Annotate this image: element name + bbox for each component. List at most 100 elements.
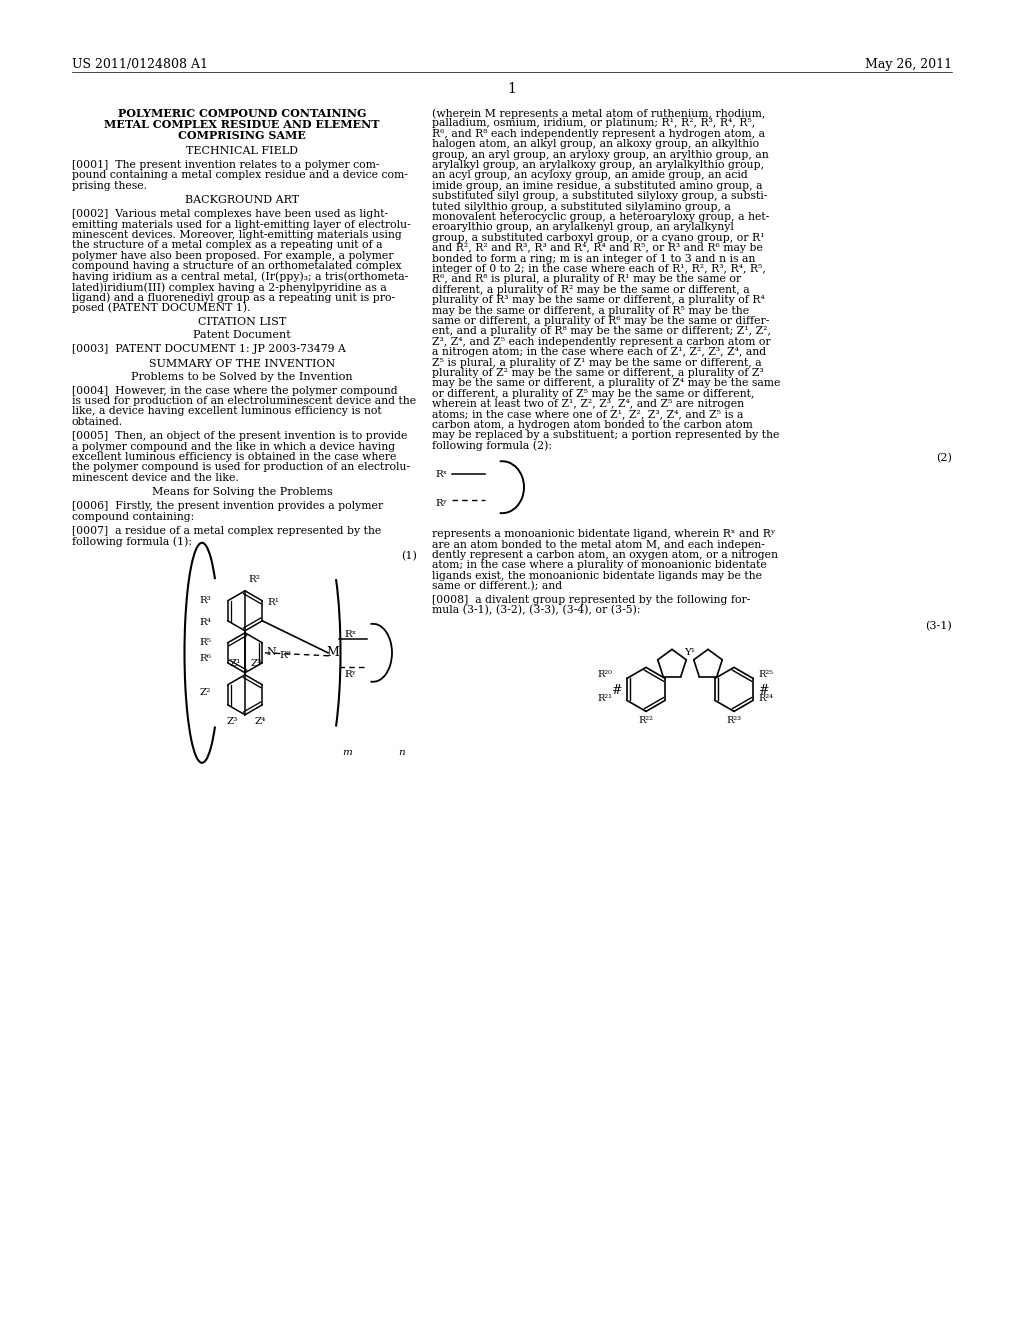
Text: palladium, osmium, iridium, or platinum; R¹, R², R³, R⁴, R⁵,: palladium, osmium, iridium, or platinum;… [432, 119, 756, 128]
Text: R³: R³ [200, 595, 211, 605]
Text: BACKGROUND ART: BACKGROUND ART [185, 195, 299, 205]
Text: the polymer compound is used for production of an electrolu-: the polymer compound is used for product… [72, 462, 411, 473]
Text: (2): (2) [936, 453, 952, 463]
Text: and R², R² and R³, R³ and R⁴, R⁴ and R⁵, or R³ and R⁶ may be: and R², R² and R³, R³ and R⁴, R⁴ and R⁵,… [432, 243, 763, 253]
Text: is used for production of an electroluminescent device and the: is used for production of an electrolumi… [72, 396, 416, 407]
Text: Z³: Z³ [227, 717, 239, 726]
Text: may be replaced by a substituent; a portion represented by the: may be replaced by a substituent; a port… [432, 430, 779, 441]
Text: R⁶, and R⁸ is plural, a plurality of R¹ may be the same or: R⁶, and R⁸ is plural, a plurality of R¹ … [432, 275, 741, 284]
Text: lated)iridium(III) complex having a 2-phenylpyridine as a: lated)iridium(III) complex having a 2-ph… [72, 282, 387, 293]
Text: m: m [342, 748, 352, 756]
Text: M: M [327, 647, 339, 659]
Text: monovalent heterocyclic group, a heteroaryloxy group, a het-: monovalent heterocyclic group, a heteroa… [432, 213, 769, 222]
Text: pound containing a metal complex residue and a device com-: pound containing a metal complex residue… [72, 170, 408, 181]
Text: [0003]  PATENT DOCUMENT 1: JP 2003-73479 A: [0003] PATENT DOCUMENT 1: JP 2003-73479 … [72, 345, 346, 354]
Text: like, a device having excellent luminous efficiency is not: like, a device having excellent luminous… [72, 407, 382, 416]
Text: May 26, 2011: May 26, 2011 [865, 58, 952, 71]
Text: [0005]  Then, an object of the present invention is to provide: [0005] Then, an object of the present in… [72, 432, 408, 441]
Text: imide group, an imine residue, a substituted amino group, a: imide group, an imine residue, a substit… [432, 181, 763, 191]
Text: R²: R² [248, 574, 260, 583]
Text: Z⁵: Z⁵ [251, 659, 262, 668]
Text: Rˣ: Rˣ [345, 630, 357, 639]
Text: [0008]  a divalent group represented by the following for-: [0008] a divalent group represented by t… [432, 594, 751, 605]
Text: R²³: R²³ [726, 717, 741, 726]
Text: compound having a structure of an orthometalated complex: compound having a structure of an orthom… [72, 261, 401, 271]
Text: are an atom bonded to the metal atom M, and each indepen-: are an atom bonded to the metal atom M, … [432, 540, 765, 549]
Text: a polymer compound and the like in which a device having: a polymer compound and the like in which… [72, 442, 395, 451]
Text: R²²: R²² [639, 717, 653, 726]
Text: carbon atom, a hydrogen atom bonded to the carbon atom: carbon atom, a hydrogen atom bonded to t… [432, 420, 753, 430]
Text: tuted silylthio group, a substituted silylamino group, a: tuted silylthio group, a substituted sil… [432, 202, 731, 211]
Text: minescent devices. Moreover, light-emitting materials using: minescent devices. Moreover, light-emitt… [72, 230, 401, 240]
Text: Z²: Z² [200, 688, 211, 697]
Text: minescent device and the like.: minescent device and the like. [72, 473, 239, 483]
Text: having iridium as a central metal, (Ir(ppy)₃; a tris(orthometa-: having iridium as a central metal, (Ir(p… [72, 272, 409, 282]
Text: R²⁴: R²⁴ [758, 694, 773, 704]
Text: Z⁵ is plural, a plurality of Z¹ may be the same or different, a: Z⁵ is plural, a plurality of Z¹ may be t… [432, 358, 762, 367]
Text: Z³, Z⁴, and Z⁵ each independently represent a carbon atom or: Z³, Z⁴, and Z⁵ each independently repres… [432, 337, 771, 347]
Text: #: # [758, 684, 768, 697]
Text: Patent Document: Patent Document [194, 330, 291, 341]
Text: polymer have also been proposed. For example, a polymer: polymer have also been proposed. For exa… [72, 251, 393, 261]
Text: [0004]  However, in the case where the polymer compound: [0004] However, in the case where the po… [72, 385, 397, 396]
Text: may be the same or different, a plurality of Z⁴ may be the same: may be the same or different, a pluralit… [432, 379, 780, 388]
Text: emitting materials used for a light-emitting layer of electrolu-: emitting materials used for a light-emit… [72, 219, 411, 230]
Text: prising these.: prising these. [72, 181, 147, 191]
Text: represents a monoanionic bidentate ligand, wherein Rˣ and Rʸ: represents a monoanionic bidentate ligan… [432, 529, 775, 539]
Text: #: # [611, 684, 622, 697]
Text: a nitrogen atom; in the case where each of Z¹, Z², Z³, Z⁴, and: a nitrogen atom; in the case where each … [432, 347, 766, 358]
Text: dently represent a carbon atom, an oxygen atom, or a nitrogen: dently represent a carbon atom, an oxyge… [432, 550, 778, 560]
Text: (1): (1) [401, 550, 417, 561]
Text: COMPRISING SAME: COMPRISING SAME [178, 129, 306, 141]
Text: [0002]  Various metal complexes have been used as light-: [0002] Various metal complexes have been… [72, 209, 388, 219]
Text: TECHNICAL FIELD: TECHNICAL FIELD [186, 147, 298, 156]
Text: R¹: R¹ [267, 598, 279, 607]
Text: [0006]  Firstly, the present invention provides a polymer: [0006] Firstly, the present invention pr… [72, 502, 383, 511]
Text: or different, a plurality of Z⁵ may be the same or different,: or different, a plurality of Z⁵ may be t… [432, 389, 755, 399]
Text: R⁸: R⁸ [279, 651, 291, 660]
Text: substituted silyl group, a substituted silyloxy group, a substi-: substituted silyl group, a substituted s… [432, 191, 767, 201]
Text: the structure of a metal complex as a repeating unit of a: the structure of a metal complex as a re… [72, 240, 383, 251]
Text: plurality of Z² may be the same or different, a plurality of Z³: plurality of Z² may be the same or diffe… [432, 368, 764, 378]
Text: US 2011/0124808 A1: US 2011/0124808 A1 [72, 58, 208, 71]
Text: eroarylthio group, an arylalkenyl group, an arylalkynyl: eroarylthio group, an arylalkenyl group,… [432, 222, 734, 232]
Text: R²⁵: R²⁵ [758, 671, 773, 680]
Text: [0007]  a residue of a metal complex represented by the: [0007] a residue of a metal complex repr… [72, 525, 381, 536]
Text: following formula (2):: following formula (2): [432, 441, 552, 451]
Text: atom; in the case where a plurality of monoanionic bidentate: atom; in the case where a plurality of m… [432, 561, 767, 570]
Text: [0001]  The present invention relates to a polymer com-: [0001] The present invention relates to … [72, 160, 380, 170]
Text: METAL COMPLEX RESIDUE AND ELEMENT: METAL COMPLEX RESIDUE AND ELEMENT [104, 119, 380, 129]
Text: different, a plurality of R² may be the same or different, a: different, a plurality of R² may be the … [432, 285, 750, 294]
Text: compound containing:: compound containing: [72, 512, 195, 521]
Text: Means for Solving the Problems: Means for Solving the Problems [152, 487, 333, 498]
Text: arylalkyl group, an arylalkoxy group, an arylalkylthio group,: arylalkyl group, an arylalkoxy group, an… [432, 160, 764, 170]
Text: mula (3-1), (3-2), (3-3), (3-4), or (3-5):: mula (3-1), (3-2), (3-3), (3-4), or (3-5… [432, 605, 640, 615]
Text: N: N [266, 647, 275, 657]
Text: same or different.); and: same or different.); and [432, 581, 562, 591]
Text: 1: 1 [508, 82, 516, 96]
Text: SUMMARY OF THE INVENTION: SUMMARY OF THE INVENTION [148, 359, 335, 368]
Text: wherein at least two of Z¹, Z², Z³, Z⁴, and Z⁵ are nitrogen: wherein at least two of Z¹, Z², Z³, Z⁴, … [432, 399, 744, 409]
Text: CITATION LIST: CITATION LIST [198, 317, 286, 327]
Text: R²⁰: R²⁰ [597, 671, 612, 680]
Text: R⁶, and R⁸ each independently represent a hydrogen atom, a: R⁶, and R⁸ each independently represent … [432, 129, 765, 139]
Text: Rʸ: Rʸ [345, 669, 357, 678]
Text: an acyl group, an acyloxy group, an amide group, an acid: an acyl group, an acyloxy group, an amid… [432, 170, 748, 181]
Text: excellent luminous efficiency is obtained in the case where: excellent luminous efficiency is obtaine… [72, 451, 396, 462]
Text: same or different, a plurality of R⁶ may be the same or differ-: same or different, a plurality of R⁶ may… [432, 315, 769, 326]
Text: n: n [398, 748, 404, 756]
Text: (3-1): (3-1) [926, 622, 952, 632]
Text: R²¹: R²¹ [597, 694, 612, 704]
Text: R⁶: R⁶ [199, 653, 211, 663]
Text: may be the same or different, a plurality of R⁵ may be the: may be the same or different, a pluralit… [432, 306, 750, 315]
Text: following formula (1):: following formula (1): [72, 536, 193, 546]
Text: integer of 0 to 2; in the case where each of R¹, R², R³, R⁴, R⁵,: integer of 0 to 2; in the case where eac… [432, 264, 766, 275]
Text: Rʸ: Rʸ [436, 499, 449, 508]
Text: halogen atom, an alkyl group, an alkoxy group, an alkylthio: halogen atom, an alkyl group, an alkoxy … [432, 139, 759, 149]
Text: (wherein M represents a metal atom of ruthenium, rhodium,: (wherein M represents a metal atom of ru… [432, 108, 765, 119]
Text: Y¹: Y¹ [684, 648, 695, 657]
Text: ligand) and a fluorenediyl group as a repeating unit is pro-: ligand) and a fluorenediyl group as a re… [72, 293, 395, 304]
Text: Z⁴: Z⁴ [255, 717, 266, 726]
Text: R⁴: R⁴ [199, 618, 211, 627]
Text: Rˣ: Rˣ [436, 470, 449, 479]
